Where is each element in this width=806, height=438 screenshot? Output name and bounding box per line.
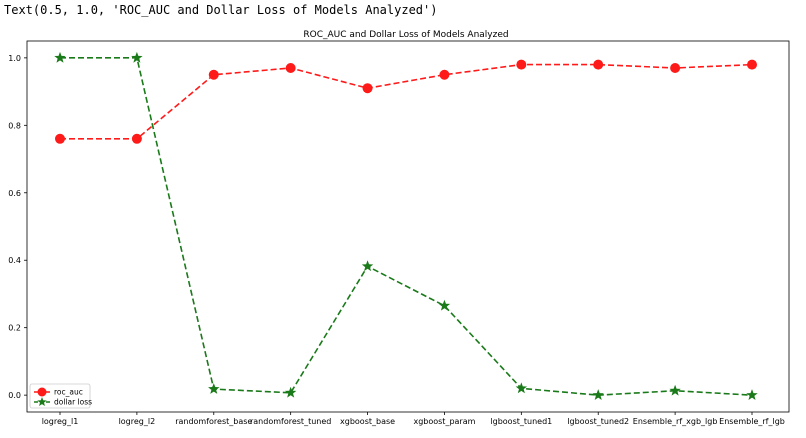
chart-title: ROC_AUC and Dollar Loss of Models Analyz… <box>303 30 508 40</box>
series-line-0 <box>60 63 753 140</box>
data-point-1 <box>438 299 451 311</box>
y-tick-label: 0.2 <box>8 324 21 333</box>
data-point-0 <box>208 69 219 80</box>
y-tick-label: 0.0 <box>8 391 21 400</box>
cell-output-text: Text(0.5, 1.0, 'ROC_AUC and Dollar Loss … <box>4 3 438 17</box>
legend: roc_auc dollar loss <box>29 383 92 409</box>
data-point-1 <box>669 384 681 396</box>
x-tick-label: Ensemble_rf_xgb_lgb <box>633 417 718 426</box>
data-point-0 <box>285 62 296 73</box>
data-point-1 <box>284 386 297 398</box>
data-point-1 <box>746 389 758 400</box>
x-axis: logreg_l1 logreg_l2 randomforest_baserando… <box>42 412 785 426</box>
y-tick-label: 0.6 <box>8 189 21 198</box>
data-point-1 <box>208 383 220 394</box>
data-point-1 <box>131 51 143 63</box>
y-tick-label: 1.0 <box>8 54 21 63</box>
legend-label-dollar-loss: dollar loss <box>54 398 92 407</box>
plot-area-frame <box>26 40 790 413</box>
series-layer <box>54 51 758 400</box>
data-point-1 <box>515 382 528 394</box>
legend-marker-dollar-loss <box>37 397 47 407</box>
x-tick-label: xgboost_param <box>413 417 475 426</box>
data-point-0 <box>516 59 527 70</box>
x-tick-label: randomforest_tuned <box>250 417 331 426</box>
data-point-0 <box>747 59 757 70</box>
series-line-1 <box>60 57 753 396</box>
y-tick-label: 0.8 <box>8 121 21 130</box>
y-axis: 0.0 0.2 0.4 0.6 0.8 1.0 <box>8 54 27 400</box>
data-point-0 <box>593 59 604 70</box>
data-point-0 <box>670 62 681 73</box>
x-tick-label: logreg_l1 <box>42 417 79 426</box>
x-tick-label: randomforest_base <box>175 417 252 426</box>
x-tick-label: lgboost_tuned1 <box>490 417 552 426</box>
legend-label-roc-auc: roc_auc <box>54 388 83 397</box>
legend-marker-roc-auc <box>37 387 47 397</box>
data-point-0 <box>439 69 450 80</box>
y-tick-label: 0.4 <box>8 256 21 265</box>
data-point-1 <box>54 51 66 63</box>
data-point-0 <box>362 83 373 94</box>
data-point-0 <box>131 133 142 144</box>
x-tick-label: Ensemble_rf_lgb <box>719 417 785 426</box>
data-point-1 <box>592 389 604 400</box>
data-point-0 <box>55 133 65 144</box>
x-tick-label: lgboost_tuned2 <box>567 417 629 426</box>
data-point-1 <box>361 260 374 272</box>
x-tick-label: xgboost_base <box>340 417 395 426</box>
x-tick-label: logreg_l2 <box>119 417 156 426</box>
